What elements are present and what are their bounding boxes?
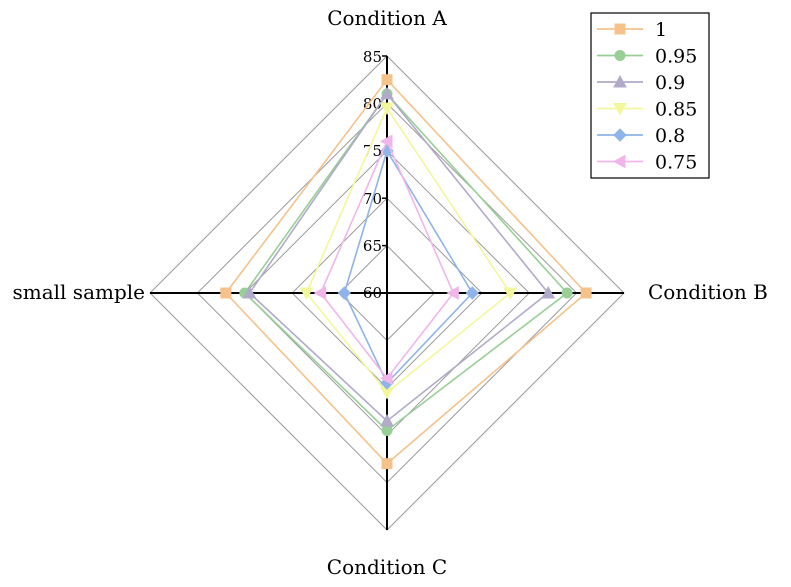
data-point-1-1 (581, 288, 591, 298)
legend-label: 0.8 (655, 125, 685, 147)
data-point-0.75-1 (447, 287, 458, 299)
data-point-1-0 (382, 75, 392, 85)
data-point-0.95-2 (382, 425, 392, 435)
legend: 1 0.95 0.9 0.85 0.8 0.75 (591, 13, 709, 178)
legend-marker (615, 24, 625, 34)
tick-label-1: 65 (363, 237, 382, 255)
legend-marker (615, 51, 625, 61)
data-point-1-2 (382, 459, 392, 469)
axis-label-condition-c: Condition C (327, 555, 447, 579)
tick-label-0: 60 (363, 284, 382, 302)
series-layer (221, 75, 591, 469)
data-point-1-3 (221, 288, 231, 298)
legend-label: 0.75 (655, 152, 697, 174)
data-point-0.8-3 (338, 287, 350, 299)
tick-label-5: 85 (363, 48, 382, 66)
series-1 (221, 75, 591, 469)
series-0.85 (300, 103, 516, 398)
legend-label: 1 (655, 19, 667, 41)
axis-label-small-sample: small sample (13, 280, 146, 304)
axis-label-condition-a: Condition A (327, 6, 447, 30)
series-line-0.95 (245, 94, 567, 431)
data-point-0.85-0 (381, 103, 393, 114)
data-point-0.75-3 (315, 287, 326, 299)
legend-label: 0.95 (655, 46, 697, 68)
data-point-0.95-1 (562, 288, 572, 298)
legend-label: 0.85 (655, 99, 697, 121)
legend-label: 0.9 (655, 72, 685, 94)
axis-label-condition-b: Condition B (648, 280, 768, 304)
